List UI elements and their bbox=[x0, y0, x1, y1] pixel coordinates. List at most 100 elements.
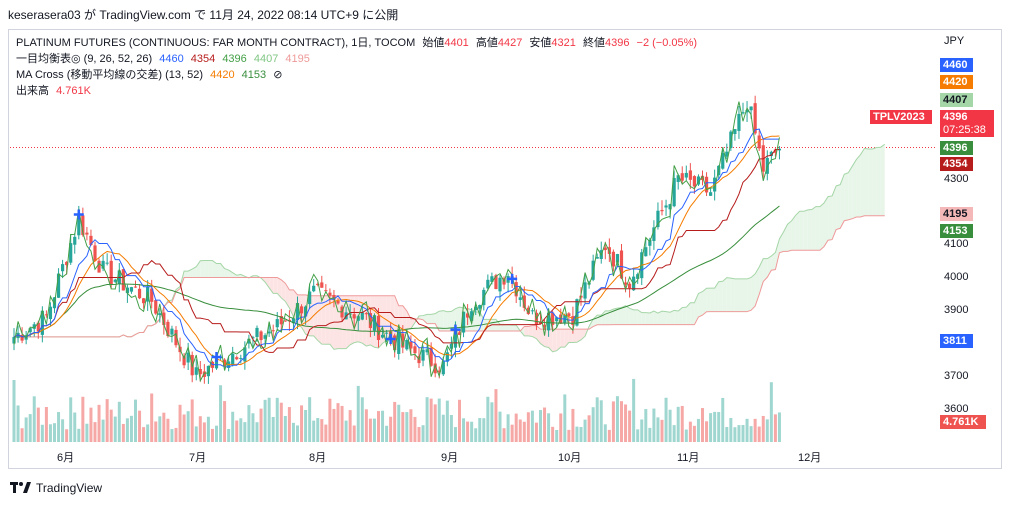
ichimoku-cloud-segment bbox=[751, 273, 756, 311]
candle-body bbox=[73, 236, 77, 245]
ma-hidden-icon[interactable]: ⊘ bbox=[273, 69, 283, 81]
ichimoku-cloud-segment bbox=[208, 260, 213, 278]
volume-bar bbox=[178, 404, 182, 442]
ichimoku-cloud-segment bbox=[645, 312, 650, 325]
volume-bar bbox=[551, 426, 555, 442]
ichimoku-cloud-segment bbox=[544, 329, 549, 348]
candle-body bbox=[198, 368, 202, 375]
ichimoku-cloud-segment bbox=[285, 283, 290, 308]
ichimoku-cloud-segment bbox=[771, 252, 776, 271]
legend-volume-row[interactable]: 出来高 4.761K bbox=[16, 83, 701, 99]
candle-body bbox=[97, 260, 101, 273]
ma-slow-value: 4153 bbox=[241, 69, 267, 81]
candle-body bbox=[461, 311, 466, 333]
ichimoku-chikou-value: 4396 bbox=[222, 53, 247, 65]
volume-bar bbox=[620, 401, 623, 442]
ichimoku-cloud-segment bbox=[856, 154, 861, 218]
volume-bar bbox=[360, 397, 364, 442]
ichimoku-cloud-segment bbox=[852, 159, 857, 219]
volume-bar bbox=[709, 413, 713, 442]
candle-body bbox=[583, 282, 587, 299]
candle-body bbox=[275, 319, 279, 328]
volume-bar bbox=[579, 426, 583, 442]
volume-bar bbox=[575, 426, 579, 442]
tag-last: 4396 bbox=[940, 110, 994, 124]
volume-bar bbox=[660, 419, 664, 442]
volume-bar bbox=[36, 407, 40, 442]
volume-bar bbox=[65, 429, 69, 442]
volume-bar bbox=[109, 409, 113, 442]
volume-bar bbox=[458, 399, 461, 442]
publish-caption: keserasera03 が TradingView.com で 11月 24,… bbox=[8, 8, 399, 22]
candle-body bbox=[425, 349, 429, 353]
legend-ma-row[interactable]: MA Cross (移動平均線の交差) (13, 52) 4420 4153 ⊘ bbox=[16, 67, 701, 83]
candle-body bbox=[48, 306, 53, 320]
legend-ichimoku-row[interactable]: 一目均衡表◎ (9, 26, 52, 26) 4460 4354 4396 44… bbox=[16, 51, 701, 67]
ichimoku-tenkan-value: 4460 bbox=[159, 53, 184, 65]
ichimoku-cloud-segment bbox=[743, 278, 748, 312]
volume-bar bbox=[482, 418, 486, 442]
volume-bar bbox=[672, 425, 676, 442]
ichimoku-cloud-segment bbox=[560, 329, 565, 348]
tradingview-footer[interactable]: TradingView bbox=[10, 481, 102, 495]
candle-body bbox=[623, 282, 628, 285]
volume-bar bbox=[312, 420, 316, 442]
y-tick-4000: 4000 bbox=[944, 271, 969, 283]
candle-body bbox=[595, 256, 599, 259]
ichimoku-cloud-segment bbox=[637, 309, 642, 325]
candle-body bbox=[105, 262, 109, 264]
volume-bar bbox=[364, 409, 368, 442]
candle-body bbox=[255, 327, 259, 338]
volume-bar bbox=[514, 413, 518, 442]
volume-bar bbox=[48, 424, 52, 442]
month-dec: 12月 bbox=[798, 452, 822, 464]
volume-bar bbox=[377, 411, 380, 442]
volume-bar bbox=[433, 404, 437, 442]
candle-body bbox=[380, 334, 385, 338]
candle-body bbox=[291, 318, 296, 324]
volume-bar bbox=[53, 423, 56, 442]
candle-body bbox=[393, 335, 397, 351]
ichimoku-cloud-segment bbox=[613, 308, 618, 325]
volume-bar bbox=[271, 417, 275, 442]
volume-bar bbox=[105, 399, 109, 442]
volume-bar bbox=[210, 428, 214, 442]
ichimoku-cloud-segment bbox=[718, 281, 723, 312]
candle-body bbox=[603, 247, 607, 251]
ma-fast-value: 4420 bbox=[210, 69, 235, 81]
candle-body bbox=[757, 135, 761, 149]
candle-body bbox=[308, 291, 312, 305]
candle-body bbox=[397, 332, 401, 354]
volume-bar bbox=[510, 424, 514, 442]
y-tick-3600: 3600 bbox=[944, 403, 969, 415]
candle-body bbox=[12, 336, 16, 344]
volume-bar bbox=[490, 402, 494, 442]
ichimoku-cloud-segment bbox=[662, 311, 667, 325]
volume-bar bbox=[316, 418, 320, 442]
candle-body bbox=[660, 209, 664, 212]
ichimoku-cloud-segment bbox=[629, 308, 634, 325]
candle-body bbox=[69, 243, 73, 263]
ichimoku-cloud-segment bbox=[386, 295, 391, 341]
candle-body bbox=[328, 292, 332, 296]
candle-body bbox=[81, 215, 85, 236]
volume-bar bbox=[615, 396, 619, 442]
candle-body bbox=[16, 332, 20, 339]
candle-body bbox=[725, 151, 729, 157]
tag-ma52: 4153 bbox=[940, 224, 973, 238]
candle-body bbox=[166, 321, 170, 337]
candle-body bbox=[214, 357, 219, 369]
candle-body bbox=[721, 153, 725, 169]
volume-bar bbox=[733, 427, 737, 442]
candle-body bbox=[704, 176, 709, 193]
volume-bar bbox=[757, 426, 761, 442]
ichimoku-cloud-segment bbox=[698, 291, 703, 317]
volume-bar bbox=[77, 428, 81, 442]
ichimoku-cloud-segment bbox=[504, 324, 509, 331]
candle-body bbox=[648, 239, 652, 246]
volume-bar bbox=[696, 418, 700, 442]
candle-body bbox=[336, 300, 340, 304]
candle-body bbox=[316, 283, 320, 286]
volume-bar bbox=[129, 415, 133, 442]
